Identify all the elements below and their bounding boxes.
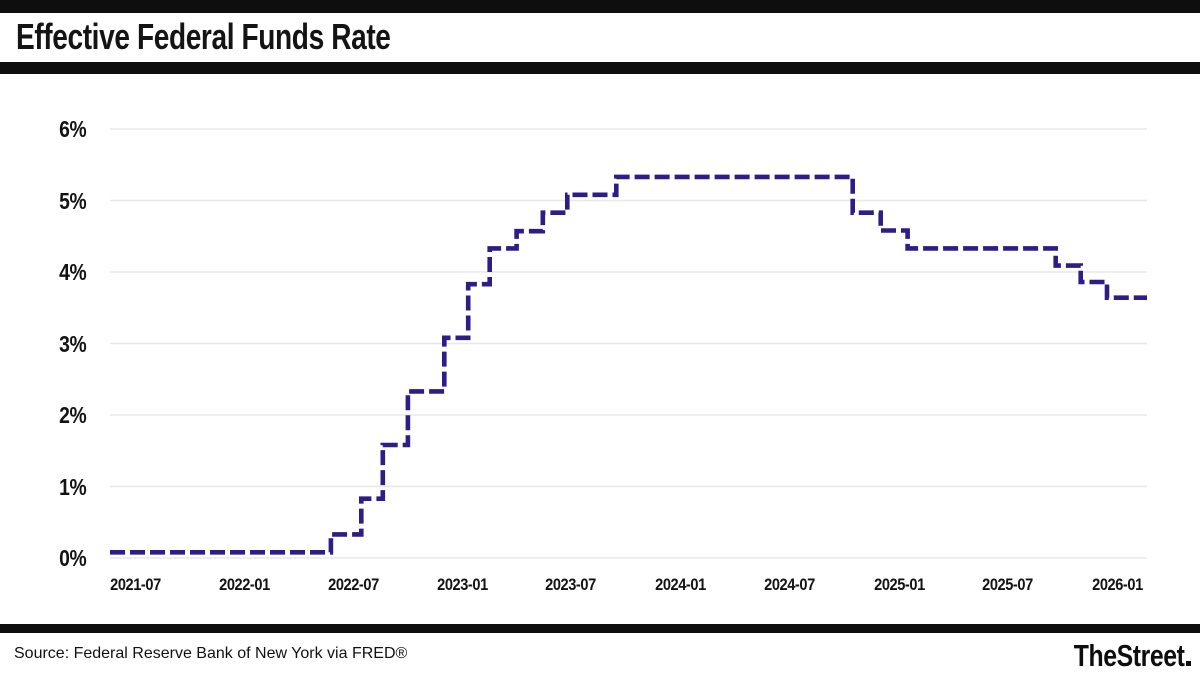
y-tick-label-1%: 1% [0,473,87,500]
y-tick-label-3%: 3% [0,330,87,357]
x-tick-label-2024-01: 2024-01 [631,575,731,595]
x-tick-label-2023-01: 2023-01 [413,575,513,595]
x-tick-label-2026-01: 2026-01 [1067,575,1167,595]
thestreet-logo-text: TheStreet [1073,638,1184,673]
x-tick-label-2025-07: 2025-07 [957,575,1057,595]
y-tick-text: 0% [58,545,87,571]
effr-step-line [110,174,1147,555]
page-title: Effective Federal Funds Rate [16,16,496,58]
thestreet-logo: TheStreet. [1046,638,1191,674]
x-tick-text: 2025-01 [873,575,925,594]
y-tick-label-5%: 5% [0,187,87,214]
y-tick-text: 6% [58,116,87,142]
x-tick-text: 2024-01 [655,575,707,594]
x-tick-text: 2023-01 [437,575,489,594]
x-tick-text: 2024-07 [764,575,815,594]
y-tick-text: 2% [58,402,87,428]
top-black-bar [0,0,1200,13]
source-attribution: Source: Federal Reserve Bank of New York… [14,645,408,662]
x-tick-text: 2025-07 [981,575,1033,594]
y-tick-text: 1% [58,473,87,500]
y-tick-text: 4% [58,259,87,285]
x-tick-label-2023-07: 2023-07 [521,575,621,595]
x-tick-label-2022-01: 2022-01 [195,575,295,595]
x-tick-label-2025-01: 2025-01 [849,575,949,595]
effr-chart: 0% 1% 2% 3% 4% 5% 6% 2021-07 2022-01 2022-07 2023… [0,80,1200,615]
x-tick-text: 2026-01 [1091,575,1143,594]
x-tick-label-2021-07: 2021-07 [85,575,185,595]
x-tick-text: 2021-07 [109,575,161,594]
x-tick-text: 2022-01 [219,575,271,594]
x-tick-text: 2022-07 [327,575,379,594]
chart-plot-area [110,128,1147,559]
y-tick-label-0%: 0% [0,545,87,571]
y-tick-text: 5% [58,187,87,214]
x-tick-text: 2023-07 [545,575,597,594]
y-tick-text: 3% [58,330,87,357]
x-tick-label-2022-07: 2022-07 [303,575,403,595]
page-title-text: Effective Federal Funds Rate [16,16,391,57]
x-tick-label-2024-07: 2024-07 [739,575,839,595]
y-tick-label-4%: 4% [0,259,87,285]
y-tick-label-2%: 2% [0,402,87,428]
thestreet-logo-dot: . [1186,661,1191,666]
title-divider-bar [0,62,1200,74]
y-tick-label-6%: 6% [0,116,87,142]
footer-divider-bar [0,624,1200,633]
